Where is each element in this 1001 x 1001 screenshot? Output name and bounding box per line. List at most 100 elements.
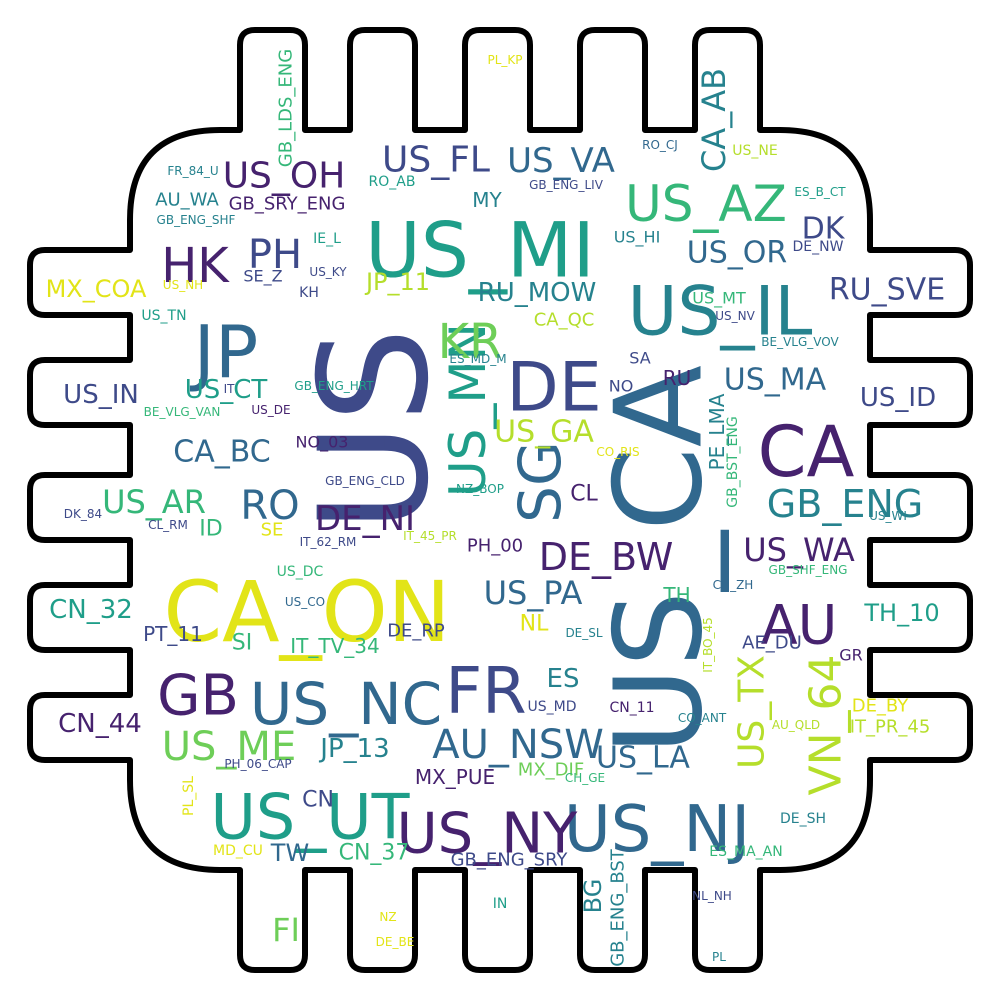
word-ph-06-cap: PH_06_CAP <box>224 757 291 771</box>
word-de-nw: DE_NW <box>793 239 844 255</box>
word-us-az: US_AZ <box>625 175 787 233</box>
word-it-tv-34: IT_TV_34 <box>290 634 379 658</box>
word-gb-sry-eng: GB_SRY_ENG <box>229 194 346 215</box>
word-us-de: US_DE <box>251 403 290 417</box>
word-cn-32: CN_32 <box>49 595 133 625</box>
word-us-mt: US_MT <box>692 289 746 309</box>
word-gb-eng-liv: GB_ENG_LIV <box>529 178 604 192</box>
word-de-bw: DE_BW <box>539 535 674 579</box>
word-gb-shf-eng: GB_SHF_ENG <box>769 563 848 577</box>
word-us-ar: US_AR <box>102 483 206 521</box>
word-it-pr-45: IT_PR_45 <box>850 717 931 738</box>
word-ca-bc: CA_BC <box>173 435 270 470</box>
word-nz-bop: NZ_BOP <box>456 482 504 496</box>
word-au-wa: AU_WA <box>155 190 219 211</box>
word-pl: PL <box>712 950 726 964</box>
word-jp-13: JP_13 <box>318 734 389 764</box>
word-de-sh: DE_SH <box>780 811 826 827</box>
word-nl: NL <box>520 612 549 637</box>
word-sa: SA <box>629 349 650 368</box>
word-gb-eng: GB_ENG <box>767 482 923 526</box>
word-cl: CL <box>570 482 598 507</box>
word-ru-sve: RU_SVE <box>829 273 945 308</box>
word-sg: SG <box>506 441 574 523</box>
word-ca-on: CA_ON <box>163 563 450 661</box>
word-us-la: US_LA <box>596 741 690 776</box>
word-de-by: DE_BY <box>852 696 910 717</box>
word-us-id: US_ID <box>860 383 936 413</box>
word-fi: FI <box>272 911 300 949</box>
word-ph: PH <box>248 232 302 278</box>
word-cn: CN <box>302 788 334 813</box>
word-us-co: US_CO <box>285 595 325 609</box>
word-gb-eng-hrt: GB_ENG_HRT <box>294 379 374 393</box>
word-us-ma: US_MA <box>724 363 827 398</box>
word-us: US <box>288 327 462 532</box>
word-kr: KR <box>438 314 503 370</box>
word-co-ris: CO_RIS <box>596 445 639 459</box>
word-es-md-m: ES_MD_M <box>449 352 506 366</box>
word-de: DE <box>506 349 601 428</box>
word-us-va: US_VA <box>507 141 615 181</box>
word-no: NO <box>609 377 634 396</box>
word-si: SI <box>232 631 252 656</box>
word-ch-zh: CH_ZH <box>713 578 754 592</box>
word-bg: BG <box>579 879 607 914</box>
word-es: ES <box>547 664 580 694</box>
word-gr: GR <box>839 646 863 665</box>
word-no-03: NO_03 <box>296 433 349 453</box>
word-us-wi: US_WI <box>869 509 907 523</box>
word-ch-ge: CH_GE <box>565 771 605 785</box>
word-nz: NZ <box>379 910 396 924</box>
word-us-ky: US_KY <box>309 265 347 279</box>
word-gb: GB <box>157 664 239 729</box>
chip-outline <box>27 27 973 973</box>
word-pe-lma: PE_LMA <box>705 393 729 470</box>
word-se-z: SE_Z <box>243 267 282 287</box>
word-us-ne: US_NE <box>732 143 777 159</box>
word-ro-cj: RO_CJ <box>642 138 678 152</box>
word-dk: DK <box>802 212 846 247</box>
word-us-mi: US_MI <box>365 206 595 295</box>
word-de-sl: DE_SL <box>565 626 602 640</box>
word-us-tn: US_TN <box>141 308 186 324</box>
word-es-ma-an: ES_MA_AN <box>709 844 782 860</box>
word-md-cu: MD_CU <box>213 843 263 859</box>
word-nl-nh: NL_NH <box>692 889 732 903</box>
word-pl-sl: PL_SL <box>181 776 197 816</box>
word-us-il: US_IL <box>628 273 813 352</box>
word-us-dc: US_DC <box>277 564 324 580</box>
word-us-in: US_IN <box>63 380 139 410</box>
word-jp: JP <box>190 310 259 394</box>
word-de-be: DE_BE <box>376 935 415 949</box>
word-it-bo-45: IT_BO_45 <box>701 617 715 673</box>
word-ru: RU <box>663 366 692 390</box>
word-de-ni: DE_NI <box>315 499 415 539</box>
word-au-qld: AU_QLD <box>772 718 820 732</box>
word-gb-eng-sry: GB_ENG_SRY <box>451 850 569 871</box>
word-mx-dif: MX_DIF <box>518 760 584 781</box>
word-us-mn: US_MN <box>439 323 497 497</box>
word-us-or: US_OR <box>687 236 787 271</box>
word-us-ut: US_UT <box>211 781 411 854</box>
word-be-vlg-van: BE_VLG_VAN <box>144 405 221 419</box>
word-us-ct: US_CT <box>185 375 268 405</box>
word-ph-00: PH_00 <box>467 536 523 557</box>
word-th-10: TH_10 <box>863 599 939 627</box>
word-ro-ab: RO_AB <box>369 174 416 190</box>
word-ie-l: IE_L <box>313 231 341 247</box>
word-pl-kp: PL_KP <box>487 53 522 67</box>
word-it-45-pr: IT_45_PR <box>403 529 457 543</box>
word-us-pa: US_PA <box>484 574 583 612</box>
word-ru-mow: RU_MOW <box>478 278 597 308</box>
word-cn-11: CN_11 <box>609 700 654 716</box>
word-ae-du: AE_DU <box>742 633 802 654</box>
word-id: ID <box>199 517 222 542</box>
word-us-tx: US_TX <box>732 655 773 769</box>
word-cn-37: CN_37 <box>339 841 410 866</box>
word-mx-pue: MX_PUE <box>415 765 495 789</box>
word-it: IT <box>224 382 236 396</box>
word-ro: RO <box>240 483 299 529</box>
word-my: MY <box>472 188 502 212</box>
word-gb-bst-eng: GB_BST_ENG <box>725 416 741 507</box>
